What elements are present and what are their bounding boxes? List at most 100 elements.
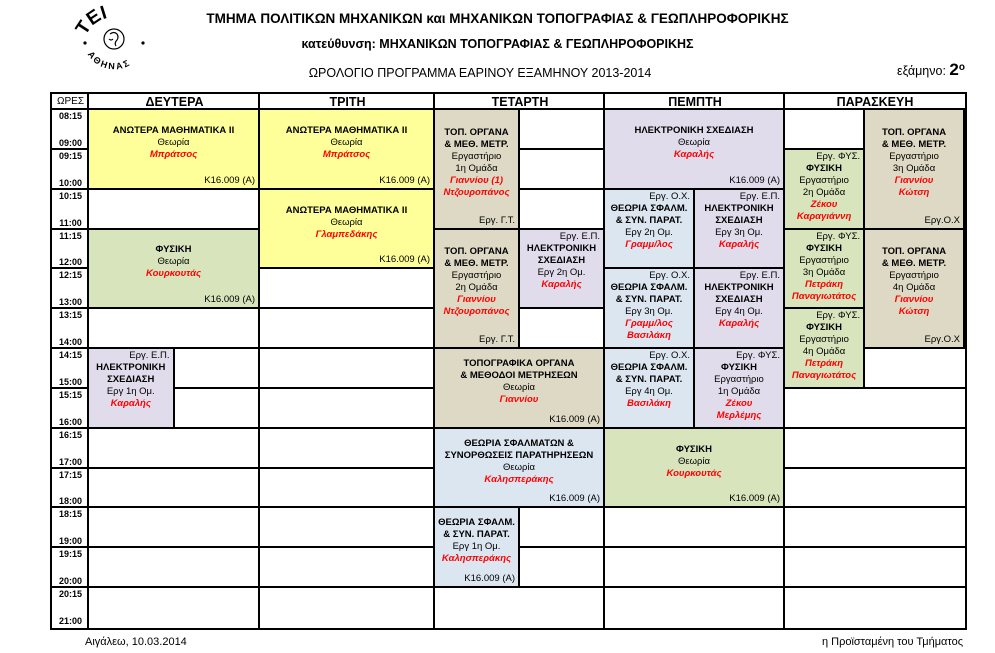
semester-ordinal: ο <box>958 61 965 73</box>
instructor-name: Καραλής <box>110 398 151 410</box>
course-title-line: ΦΥΣΙΚΗ <box>676 443 712 455</box>
room-label: Εργ. Γ.Τ. <box>479 214 515 226</box>
slot-end-time: 21:00 <box>58 616 83 626</box>
instructor-name: Πετράκη <box>805 278 844 290</box>
course-info-line: Εργαστήριο <box>889 270 939 282</box>
instructor-name: Ντζουροπάνος <box>443 306 510 318</box>
slot-start-time: 15:15 <box>58 389 83 400</box>
course-title-line: ΘΕΩΡΙΑ ΣΦΑΛΜ. <box>610 202 688 214</box>
course-block: Εργ. Ε.Π. ΗΛΕΚΤΡΟΝΙΚΗ ΣΧΕΔΙΑΣΗ Εργ 1η Ομ. Κα… <box>87 347 175 429</box>
course-block: ΘΕΩΡΙΑ ΣΦΑΛΜΑΤΩΝ & ΣΥΝΟΡΘΩΣΕΙΣ ΠΑΡΑΤΗΡΗΣΕ… <box>433 426 605 509</box>
course-info-line: 4η Ομάδα <box>892 282 936 294</box>
instructor-name: Ζέκου <box>725 398 753 410</box>
instructor-name: Βασιλάκη <box>627 330 671 342</box>
direction-title: κατεύθυνση: ΜΗΧΑΝΙΚΩΝ ΤΟΠΟΓΡΑΦΙΑΣ & ΓΕΩΠ… <box>301 37 694 51</box>
column-divider <box>258 94 260 628</box>
day-header-2: ΤΡΙΤΗ <box>329 95 366 109</box>
instructor-name: Κώτση <box>898 186 930 198</box>
logo-owl-emblem <box>103 28 125 50</box>
course-title-line: ΗΛΕΚΤΡΟΝΙΚΗ ΣΧΕΔΙΑΣΗ <box>634 124 754 136</box>
course-title-line: ΗΛΕΚΤΡΟΝΙΚΗ <box>96 362 166 374</box>
room-label: Κ16.009 (Α) <box>729 174 780 186</box>
course-title-line: ΦΥΣΙΚΗ <box>806 242 843 254</box>
slot-end-time: 11:00 <box>59 217 82 228</box>
lab-room-label: Εργ. Ο.Χ. <box>649 350 690 362</box>
slot-end-time: 12:00 <box>58 257 83 268</box>
course-title-line: & ΣΥΝ. ΠΑΡΑΤ. <box>443 529 510 541</box>
course-info-line: Εργαστήριο <box>799 334 849 346</box>
course-info-line: Εργ 2η Ομ. <box>537 266 586 278</box>
slot-start-time: 09:15 <box>58 150 83 161</box>
slot-start-time: 13:15 <box>58 310 83 321</box>
instructor-name: Καραλής <box>718 318 760 330</box>
course-title-line: & ΣΥΝ. ΠΑΡΑΤ. <box>615 294 683 306</box>
course-title-line: ΗΛΕΚΤΡΟΝΙΚΗ <box>526 242 597 254</box>
course-info-line: Εργαστήριο <box>451 270 502 282</box>
instructor-name: Καλησπεράκης <box>441 553 512 565</box>
slot-start-time: 12:15 <box>58 270 83 281</box>
course-info-line: Θεωρία <box>677 455 711 467</box>
course-title-line: ΗΛΕΚΤΡΟΝΙΚΗ <box>704 282 774 294</box>
course-info-line: 1η Ομάδα <box>717 386 761 398</box>
course-title-line: & ΜΕΘΟΔΟΙ ΜΕΤΡΗΣΕΩΝ <box>460 369 578 381</box>
semester-indicator: εξάμηνο: 2ο <box>897 60 965 80</box>
slot-start-time: 10:15 <box>58 190 83 201</box>
footer-signature: η Προϊσταμένη του Τμήματος <box>821 636 963 648</box>
course-title-line: ΤΟΠ. ΟΡΓΑΝΑ <box>444 246 509 258</box>
course-title-line: ΣΧΕΔΙΑΣΗ <box>715 214 763 226</box>
course-title-line: ΤΟΠΟΓΡΑΦΙΚΑ ΟΡΓΑΝΑ <box>463 357 575 369</box>
instructor-name: Παναγιωτάτος <box>791 290 857 302</box>
room-label: Κ16.009 (Α) <box>464 573 515 585</box>
course-title-line: ΑΝΩΤΕΡΑ ΜΑΘΗΜΑΤΙΚΑ II <box>285 124 408 136</box>
room-label: Κ16.009 (Α) <box>549 413 600 425</box>
course-info-line: 3η Ομάδα <box>892 162 936 174</box>
course-info-line: Εργ 1η Ομ. <box>452 541 501 553</box>
course-title-line: ΤΟΠ. ΟΡΓΑΝΑ <box>881 126 947 138</box>
course-title-line: ΦΥΣΙΚΗ <box>155 244 192 256</box>
course-info-line: Θεωρία <box>502 461 536 473</box>
course-info-line: 3η Ομάδα <box>802 266 846 278</box>
instructor-name: Γραμμ/λος <box>625 318 673 330</box>
course-block: ΑΝΩΤΕΡΑ ΜΑΘΗΜΑΤΙΚΑ II Θεωρία Μπράτσος Κ16.0… <box>87 108 260 190</box>
instructor-name: Γιαννίου <box>499 393 539 405</box>
slot-end-time: 20:00 <box>58 576 83 587</box>
course-info-line: Εργαστήριο <box>799 174 849 186</box>
course-info-line: Θεωρία <box>157 136 190 148</box>
course-block: Εργ. Ε.Π. ΗΛΕΚΤΡΟΝΙΚΗ ΣΧΕΔΙΑΣΗ Εργ 3η Ομ. Κα… <box>693 187 785 270</box>
instructor-name: Γλαμπεδάκης <box>315 228 378 240</box>
course-info-line: Εργ 1η Ομ. <box>106 386 155 398</box>
instructor-name: Καραλής <box>718 238 760 250</box>
course-info-line: Εργαστήριο <box>889 150 939 162</box>
slot-start-time: 17:15 <box>58 469 83 480</box>
instructor-name: Καραλής <box>541 278 582 290</box>
lab-room-label: Εργ. Ο.Χ. <box>649 190 690 202</box>
slot-start-time: 14:15 <box>58 350 83 361</box>
hours-column-header: ΩΡΕΣ <box>57 96 84 107</box>
course-block: ΦΥΣΙΚΗ Θεωρία Κουρκουτάς Κ16.009 (Α) <box>87 227 260 310</box>
course-block: Εργ. Ο.Χ. ΘΕΩΡΙΑ ΣΦΑΛΜ. & ΣΥΝ. ΠΑΡΑΤ. Εργ 2… <box>603 187 695 270</box>
slot-end-time: 15:00 <box>58 376 83 387</box>
course-info-line: Θεωρία <box>330 216 363 228</box>
course-title-line: ΑΝΩΤΕΡΑ ΜΑΘΗΜΑΤΙΚΑ II <box>112 124 235 136</box>
course-title-line: ΤΟΠ. ΟΡΓΑΝΑ <box>444 126 509 138</box>
instructor-name: Μπράτσος <box>149 148 198 160</box>
instructor-name: Γιαννίου (1) <box>449 174 504 186</box>
day-header-4: ΠΕΜΠΤΗ <box>668 95 722 109</box>
room-label: Εργ.Ο.Χ <box>924 214 960 226</box>
instructor-name: Καλησπεράκης <box>484 473 554 485</box>
lab-room-label: Εργ. ΦΥΣ. <box>816 310 861 322</box>
lab-room-label: Εργ. ΦΥΣ. <box>816 150 861 162</box>
slot-start-time: 20:15 <box>58 589 83 600</box>
course-info-line: Εργ 4η Ομ. <box>625 386 673 398</box>
instructor-name: Παναγιωτάτος <box>791 370 857 382</box>
course-block: Εργ. Ε.Π. ΗΛΕΚΤΡΟΝΙΚΗ ΣΧΕΔΙΑΣΗ Εργ 4η Ομ. Κα… <box>693 267 785 350</box>
course-info-line: Θεωρία <box>502 381 536 393</box>
course-block: Εργ. Ο.Χ. ΘΕΩΡΙΑ ΣΦΑΛΜ. & ΣΥΝ. ΠΑΡΑΤ. Εργ 4… <box>603 347 695 429</box>
slot-end-time: 14:00 <box>58 337 83 348</box>
slot-start-time: 11:15 <box>59 230 82 241</box>
course-title-line: ΣΥΝΟΡΘΩΣΕΙΣ ΠΑΡΑΤΗΡΗΣΕΩΝ <box>444 449 594 461</box>
course-block: Εργ. Ο.Χ. ΘΕΩΡΙΑ ΣΦΑΛΜ. & ΣΥΝ. ΠΑΡΑΤ. Εργ 3… <box>603 267 695 350</box>
instructor-name: Γιαννίου <box>894 174 934 186</box>
course-title-line: ΑΝΩΤΕΡΑ ΜΑΘΗΜΑΤΙΚΑ II <box>285 204 408 216</box>
room-label: Εργ.Ο.Χ <box>924 334 960 346</box>
